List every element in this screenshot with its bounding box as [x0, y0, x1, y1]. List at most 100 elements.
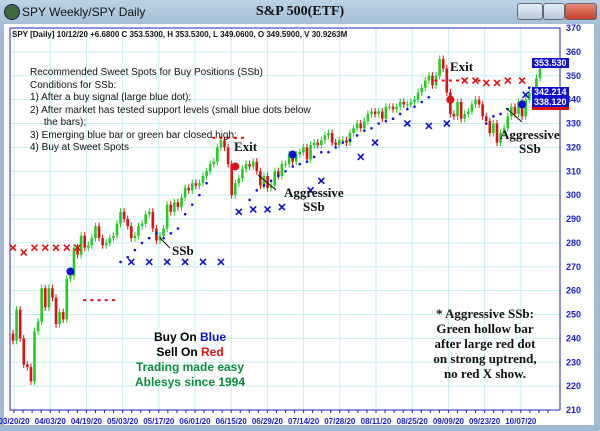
note-line: the bars);: [30, 117, 87, 128]
y-tick-label: 360: [566, 47, 581, 57]
candle: [79, 235, 83, 255]
candle: [380, 111, 384, 119]
candle: [162, 228, 165, 236]
candle: [355, 123, 359, 129]
candle: [510, 106, 513, 117]
annotation-aggressive: Aggressive SSb: [284, 185, 344, 214]
candle: [69, 276, 72, 279]
candle: [492, 123, 495, 134]
blue-dot: [499, 112, 502, 116]
candle: [337, 140, 341, 145]
red-dot: [104, 299, 108, 302]
chart-area[interactable]: [4, 24, 594, 425]
candle: [269, 185, 273, 188]
candle: [115, 223, 119, 236]
candle: [151, 211, 155, 229]
candle: [212, 161, 216, 165]
candle: [416, 92, 420, 100]
candle: [341, 140, 345, 142]
candle: [133, 235, 137, 239]
candle: [147, 211, 151, 215]
red-dot: [111, 299, 115, 302]
blue-x-marker: [306, 186, 315, 194]
candle: [538, 68, 542, 79]
y-tick-label: 230: [566, 357, 581, 367]
y-tick-label: 300: [566, 190, 581, 200]
annotation-exit: Exit: [234, 139, 258, 154]
candle: [58, 312, 61, 325]
candle: [520, 102, 524, 117]
blue-dot: [205, 181, 208, 185]
candle: [101, 238, 104, 246]
candle: [122, 211, 126, 219]
candle: [144, 214, 147, 224]
x-tick-label: 06/01/20: [179, 417, 211, 426]
blue-dot: [492, 115, 495, 118]
red-dot: [434, 79, 438, 82]
y-tick-label: 350: [566, 71, 581, 81]
candle: [284, 164, 287, 166]
blue-x-marker: [443, 119, 451, 128]
note-line: 4) Buy at Sweet Spots: [30, 142, 129, 153]
blue-dot: [155, 232, 158, 235]
ohlc-info: SPY [Daily] 10/12/20 +6.6800 C 353.5300,…: [12, 30, 348, 39]
blue-x-marker: [357, 153, 365, 161]
blue-dot: [348, 138, 352, 142]
minimize-button[interactable]: [517, 3, 543, 20]
candle: [517, 102, 520, 114]
blue-x-marker: [522, 91, 530, 99]
last-price-tag: 353.530: [532, 58, 569, 68]
candle: [309, 144, 312, 160]
blue-x-marker: [235, 208, 243, 216]
candle: [11, 333, 15, 341]
red-x-marker: [493, 79, 501, 87]
note-line: Recommended Sweet Spots for Buy Position…: [30, 67, 263, 78]
red-x-marker: [461, 76, 469, 85]
blue-dot: [162, 236, 165, 240]
candle: [194, 183, 198, 186]
candle: [302, 147, 305, 153]
candle: [165, 204, 169, 229]
candle: [502, 128, 506, 134]
candle: [61, 312, 65, 320]
candle: [244, 164, 248, 169]
candle: [83, 235, 87, 248]
x-tick-label: 09/09/20: [433, 417, 465, 426]
candle: [36, 321, 40, 332]
close-button[interactable]: [565, 3, 597, 20]
blue-dot: [147, 236, 151, 240]
candle: [86, 245, 90, 248]
candle: [51, 288, 54, 298]
annotation-arrow: [159, 237, 171, 249]
candle: [130, 226, 133, 239]
candle: [76, 247, 79, 255]
buy-signal-dot: [288, 150, 297, 159]
candle: [499, 133, 502, 143]
candle: [527, 92, 531, 100]
red-dot: [90, 299, 94, 302]
candle: [276, 171, 280, 177]
y-tick-label: 320: [566, 142, 581, 152]
blue-dot: [119, 260, 122, 264]
candle: [402, 102, 406, 105]
red-dot: [97, 299, 101, 302]
blue-dot: [284, 169, 287, 173]
candle: [305, 147, 309, 160]
blue-dot: [377, 122, 380, 125]
y-tick-label: 330: [566, 119, 581, 129]
candle: [535, 78, 538, 91]
red-x-marker: [63, 244, 71, 252]
candle: [420, 87, 423, 93]
x-tick-label: 08/25/20: [397, 417, 429, 426]
blue-dot: [484, 122, 488, 125]
blue-dot: [420, 100, 423, 104]
candle: [201, 176, 205, 184]
candle: [15, 309, 18, 341]
x-tick-label: 03/20/20: [0, 417, 30, 426]
candle: [298, 152, 302, 155]
blue-dot: [305, 160, 309, 163]
maximize-button[interactable]: [543, 3, 565, 20]
x-tick-label: 09/23/20: [469, 417, 501, 426]
blue-dot: [198, 193, 201, 197]
